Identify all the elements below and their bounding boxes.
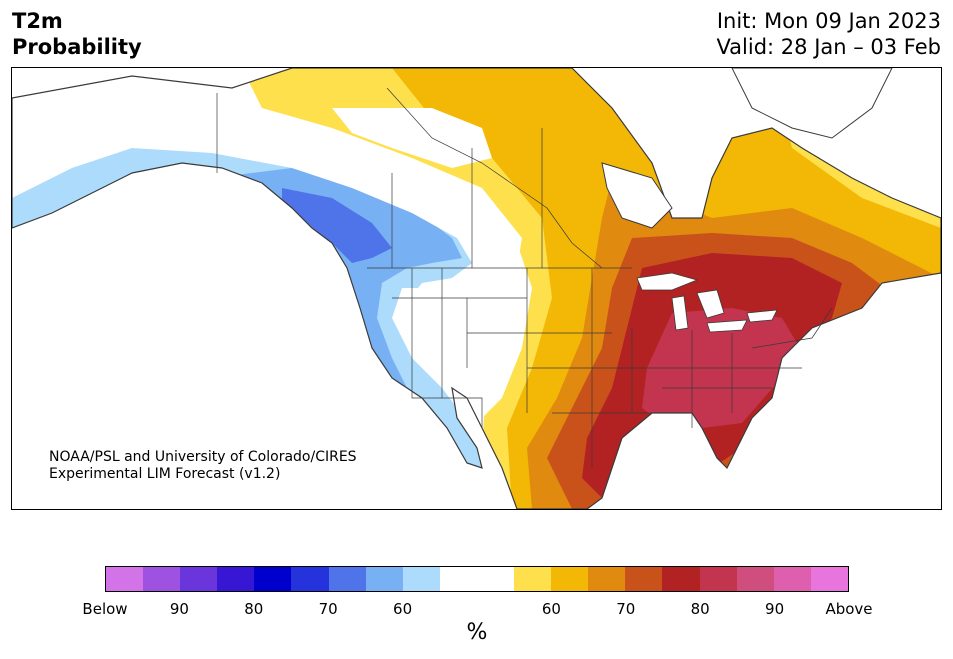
- colorbar-tick-label: 70: [616, 600, 636, 618]
- colorbar-segment: [439, 567, 477, 591]
- colorbar-tick-label: 80: [244, 600, 264, 618]
- colorbar: [105, 566, 849, 592]
- neutral-arctic: [332, 108, 492, 168]
- probability-map: [12, 68, 941, 509]
- colorbar-segment: [773, 567, 811, 591]
- colorbar-segment: [662, 567, 700, 591]
- colorbar-segment: [106, 567, 144, 591]
- credit-line-1: NOAA/PSL and University of Colorado/CIRE…: [49, 449, 357, 465]
- colorbar-segment: [254, 567, 292, 591]
- state-province-borders: [216, 87, 833, 468]
- below-60-region: [212, 168, 462, 388]
- map-title: T2m Probability: [12, 8, 142, 60]
- colorbar-tick-label: 90: [169, 600, 189, 618]
- colorbar-segment: [328, 567, 366, 591]
- colorbar-segment: [736, 567, 774, 591]
- valid-range: Valid: 28 Jan – 03 Feb: [716, 35, 941, 59]
- colorbar-tick-label: 60: [541, 600, 561, 618]
- colorbar-segment: [365, 567, 403, 591]
- colorbar-segment: [402, 567, 440, 591]
- colorbar-unit: %: [466, 620, 488, 645]
- colorbar-tick-label: 80: [690, 600, 710, 618]
- colorbar-segment: [625, 567, 663, 591]
- neutral-north: [212, 88, 532, 418]
- colorbar-segment: [810, 567, 848, 591]
- colorbar-tick-label: 70: [318, 600, 338, 618]
- colorbar-tick-label: Above: [825, 600, 873, 618]
- colorbar-segment: [514, 567, 552, 591]
- credit-text: NOAA/PSL and University of Colorado/CIRE…: [49, 449, 357, 483]
- colorbar-segment: [551, 567, 589, 591]
- colorbar-segment: [180, 567, 218, 591]
- hudson-bay: [601, 162, 673, 229]
- title-product: Probability: [12, 35, 142, 59]
- colorbar-tick-label: Below: [82, 600, 128, 618]
- forecast-dates: Init: Mon 09 Jan 2023 Valid: 28 Jan – 03…: [716, 8, 941, 60]
- colorbar-segment: [476, 567, 515, 591]
- colorbar-tick-label: 60: [393, 600, 413, 618]
- colorbar-segment: [588, 567, 626, 591]
- great-lakes: [636, 272, 778, 333]
- colorbar-segment: [291, 567, 329, 591]
- below-70-region: [282, 188, 392, 263]
- title-variable: T2m: [12, 9, 63, 33]
- init-date: Init: Mon 09 Jan 2023: [716, 9, 941, 33]
- map-panel: [11, 67, 942, 510]
- colorbar-tick-label: 90: [765, 600, 785, 618]
- colorbar-segment: [143, 567, 181, 591]
- greenland: [731, 68, 893, 139]
- credit-line-2: Experimental LIM Forecast (v1.2): [49, 466, 281, 482]
- colorbar-segment: [217, 567, 255, 591]
- colorbar-segment: [699, 567, 737, 591]
